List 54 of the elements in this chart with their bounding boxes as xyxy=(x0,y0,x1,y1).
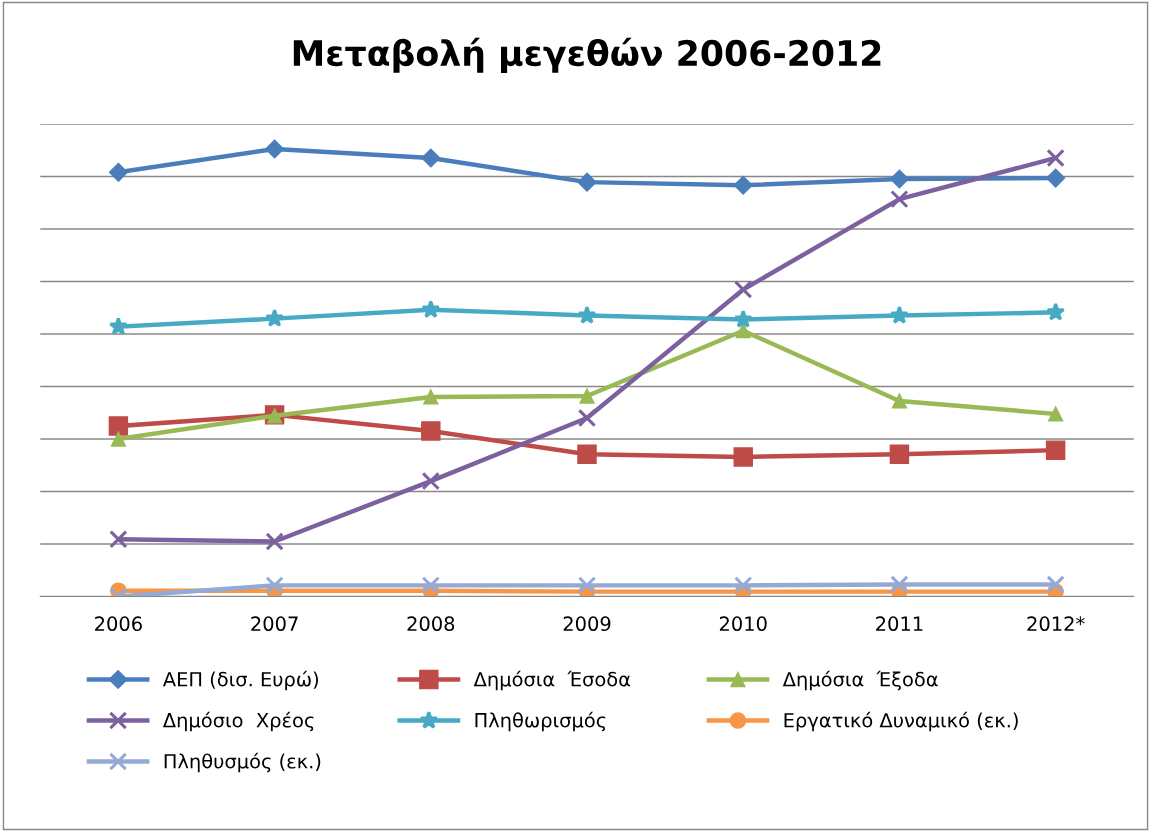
point xyxy=(421,148,441,168)
x-tick-label: 2007 xyxy=(251,616,298,632)
chart-title: Μεταβολή μεγεθών 2006-2012 xyxy=(293,37,881,73)
point xyxy=(421,576,440,595)
point xyxy=(577,444,597,464)
point xyxy=(1046,575,1065,594)
point xyxy=(891,393,908,409)
point xyxy=(733,447,753,467)
x-tick-label: 2011 xyxy=(876,616,923,632)
point xyxy=(577,305,597,324)
point xyxy=(110,431,127,447)
point xyxy=(265,576,284,595)
point xyxy=(733,175,753,195)
point xyxy=(890,189,909,209)
x-tick-label: 2006 xyxy=(95,616,142,632)
point xyxy=(1046,302,1066,321)
x-tick-label: 2010 xyxy=(719,616,767,632)
point xyxy=(577,408,597,428)
point xyxy=(577,576,597,595)
point xyxy=(265,308,285,327)
point xyxy=(265,139,285,159)
legend-label: Δημόσια Έσοδα xyxy=(473,670,631,691)
point xyxy=(1047,406,1064,422)
point xyxy=(579,388,595,404)
point xyxy=(421,299,441,318)
legend-label: Εργατικό Δυναμικό (εκ.) xyxy=(784,711,1018,732)
point xyxy=(423,389,439,405)
point xyxy=(108,162,128,182)
point xyxy=(108,316,128,335)
point xyxy=(735,323,751,339)
legend-label: Πληθυσμός (εκ.) xyxy=(164,752,321,773)
x-tick-label: 2008 xyxy=(407,616,455,632)
x-tick-label: 2009 xyxy=(563,616,611,632)
point xyxy=(734,576,753,595)
point xyxy=(1046,148,1065,168)
point xyxy=(577,172,597,192)
point xyxy=(109,530,128,549)
legend-label: ΑΕΠ (δισ. Ευρώ) xyxy=(162,670,319,691)
point xyxy=(889,444,910,464)
point xyxy=(889,305,909,324)
point xyxy=(108,416,129,436)
point xyxy=(1046,168,1066,188)
legend-label: Δημόσιο Χρέος xyxy=(162,711,314,732)
point xyxy=(421,421,441,441)
x-tick-label: 2012* xyxy=(1027,616,1085,632)
point xyxy=(734,280,753,299)
point xyxy=(421,471,440,491)
point xyxy=(1045,440,1066,460)
point xyxy=(265,532,284,551)
point xyxy=(890,575,909,594)
point xyxy=(733,309,753,328)
legend-label: Πληθωρισμός xyxy=(475,711,606,732)
point xyxy=(889,169,909,189)
legend-label: Δημόσια Έξοδα xyxy=(782,670,938,691)
